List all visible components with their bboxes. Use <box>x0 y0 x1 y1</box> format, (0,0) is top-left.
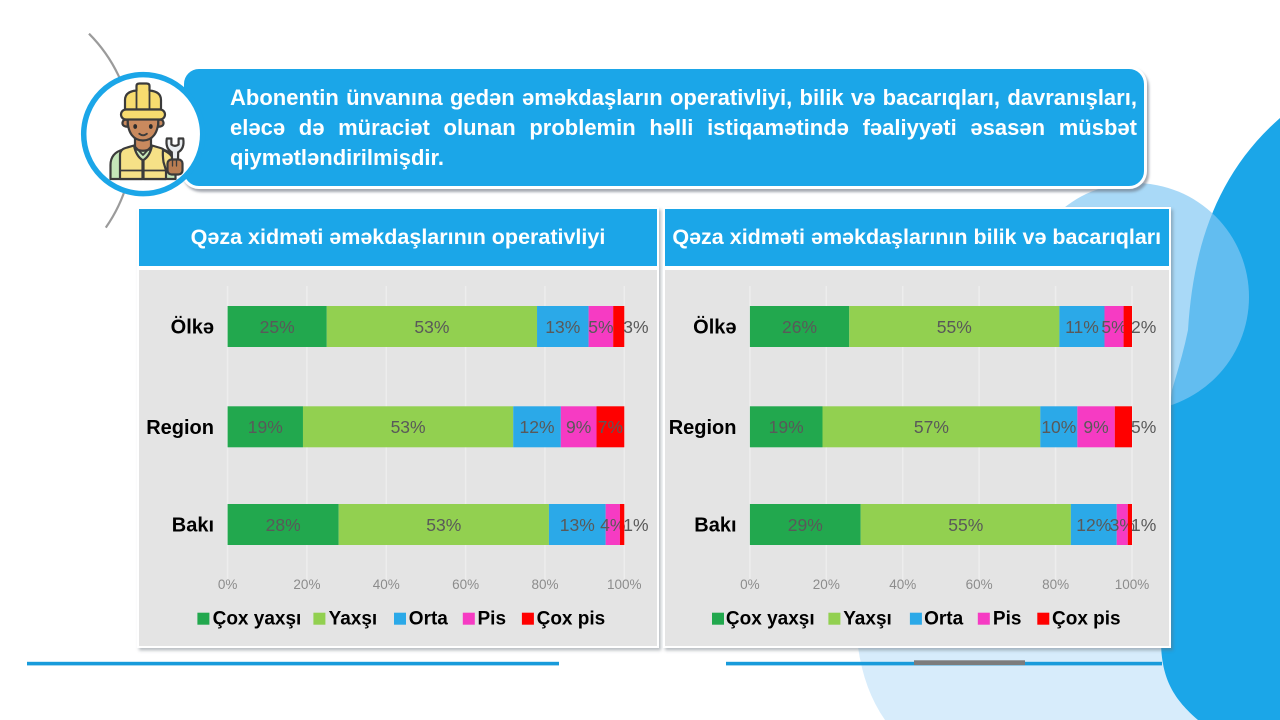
svg-text:Çox yaxşı: Çox yaxşı <box>213 609 302 630</box>
svg-text:20%: 20% <box>812 577 839 592</box>
svg-text:40%: 40% <box>889 577 916 592</box>
svg-text:13%: 13% <box>545 317 580 337</box>
svg-text:Pis: Pis <box>992 609 1021 630</box>
svg-text:5%: 5% <box>1131 417 1156 437</box>
svg-text:12%: 12% <box>1076 515 1111 535</box>
svg-text:100%: 100% <box>607 577 642 592</box>
svg-text:25%: 25% <box>260 317 295 337</box>
svg-text:29%: 29% <box>787 515 822 535</box>
svg-text:80%: 80% <box>531 577 558 592</box>
svg-text:4%: 4% <box>600 515 625 535</box>
svg-text:0%: 0% <box>740 577 760 592</box>
svg-text:Orta: Orta <box>924 609 964 630</box>
svg-text:12%: 12% <box>520 417 555 437</box>
svg-text:13%: 13% <box>560 515 595 535</box>
svg-text:40%: 40% <box>373 577 400 592</box>
svg-text:Çox yaxşı: Çox yaxşı <box>725 609 814 630</box>
svg-text:80%: 80% <box>1042 577 1069 592</box>
svg-text:60%: 60% <box>452 577 479 592</box>
svg-text:1%: 1% <box>1130 515 1155 535</box>
svg-text:1%: 1% <box>623 515 648 535</box>
svg-text:Region: Region <box>668 417 736 439</box>
svg-text:19%: 19% <box>768 417 803 437</box>
svg-text:2%: 2% <box>1131 317 1156 337</box>
svg-text:10%: 10% <box>1041 417 1076 437</box>
svg-text:Yaxşı: Yaxşı <box>329 609 378 630</box>
svg-text:100%: 100% <box>1114 577 1149 592</box>
svg-text:Çox pis: Çox pis <box>537 609 606 630</box>
svg-text:7%: 7% <box>598 417 623 437</box>
svg-text:Yaxşı: Yaxşı <box>843 609 892 630</box>
svg-text:53%: 53% <box>391 417 426 437</box>
svg-text:5%: 5% <box>1101 317 1126 337</box>
svg-text:55%: 55% <box>948 515 983 535</box>
svg-text:Bakı: Bakı <box>172 515 214 537</box>
svg-text:26%: 26% <box>782 317 817 337</box>
svg-text:55%: 55% <box>936 317 971 337</box>
svg-text:0%: 0% <box>218 577 238 592</box>
svg-text:Çox pis: Çox pis <box>1052 609 1121 630</box>
svg-text:Pis: Pis <box>478 609 507 630</box>
svg-text:Ölkə: Ölkə <box>171 316 214 339</box>
svg-text:Region: Region <box>146 417 214 439</box>
svg-text:Orta: Orta <box>409 609 449 630</box>
svg-text:9%: 9% <box>1083 417 1108 437</box>
svg-text:28%: 28% <box>266 515 301 535</box>
svg-text:11%: 11% <box>1065 317 1099 337</box>
svg-text:5%: 5% <box>588 317 613 337</box>
svg-text:20%: 20% <box>293 577 320 592</box>
svg-text:57%: 57% <box>913 417 948 437</box>
svg-text:Ölkə: Ölkə <box>693 316 736 339</box>
svg-text:9%: 9% <box>566 417 591 437</box>
svg-text:19%: 19% <box>248 417 283 437</box>
svg-text:53%: 53% <box>426 515 461 535</box>
svg-text:Bakı: Bakı <box>694 515 736 537</box>
svg-text:60%: 60% <box>965 577 992 592</box>
svg-text:3%: 3% <box>623 317 648 337</box>
svg-text:53%: 53% <box>414 317 449 337</box>
